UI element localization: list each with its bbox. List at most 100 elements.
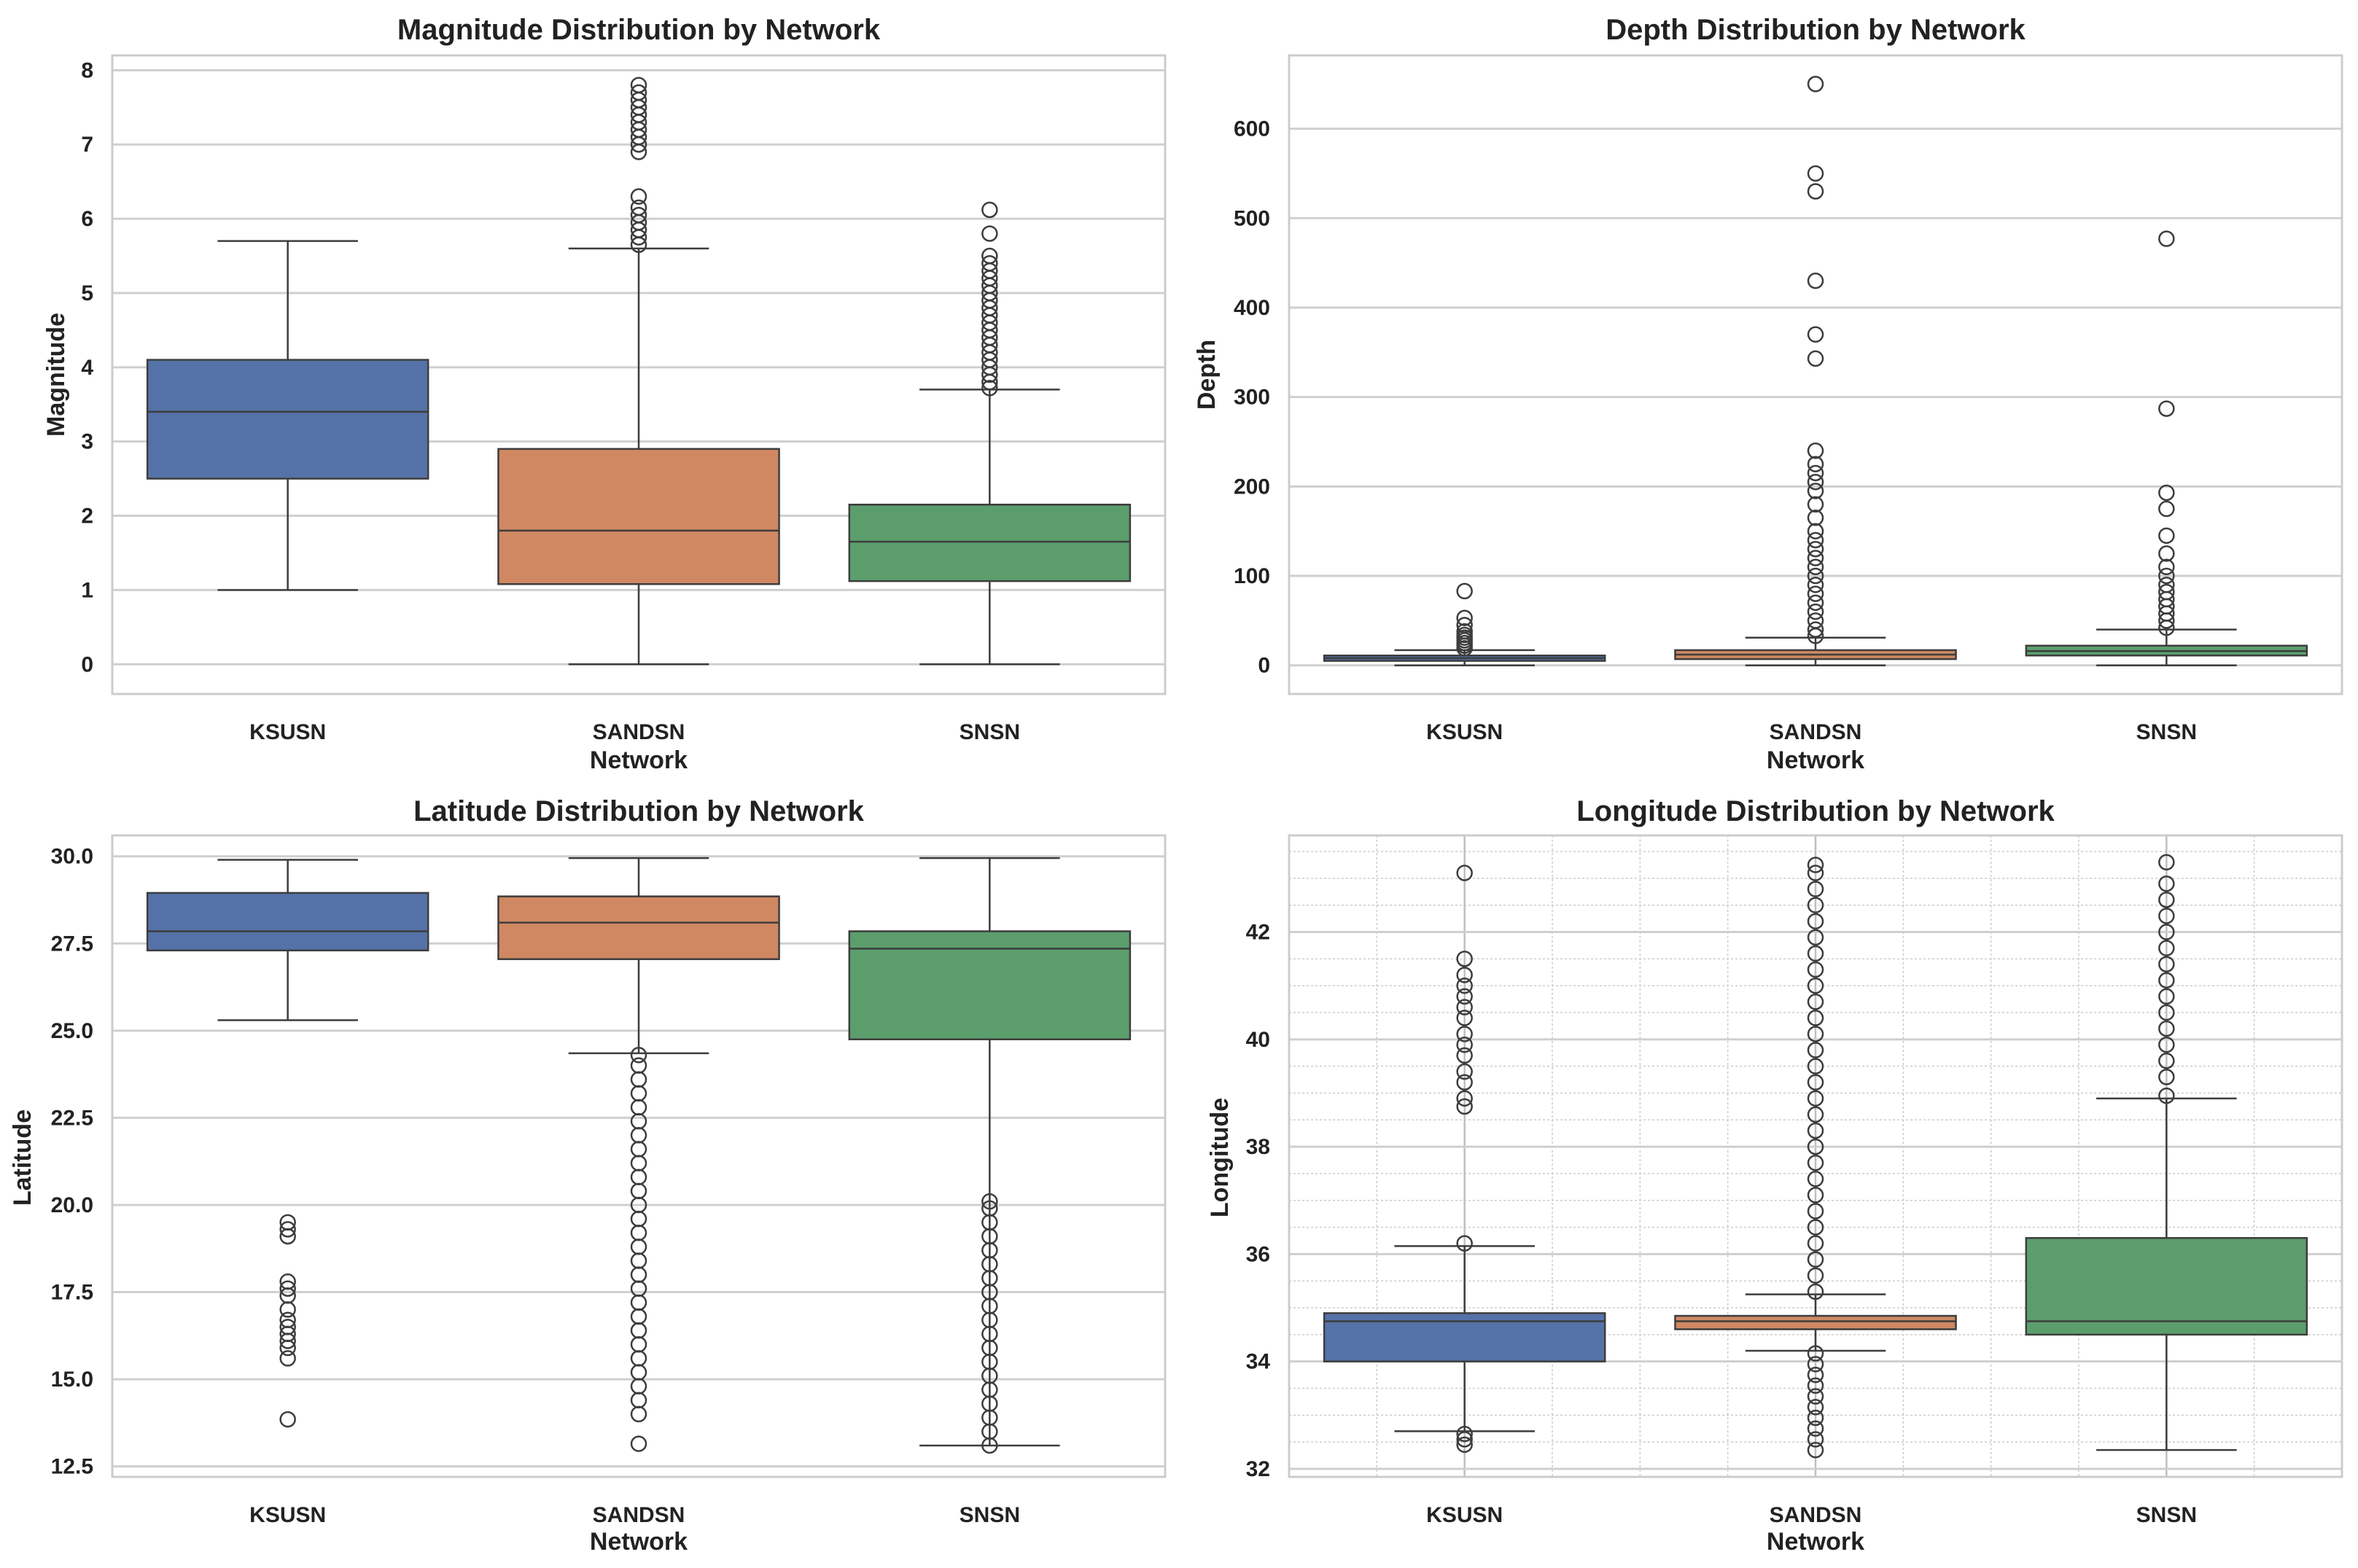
outlier-point — [1807, 977, 1824, 994]
outlier-point — [2158, 972, 2175, 989]
y-tick-label: 6 — [81, 207, 93, 231]
y-tick-label: 20.0 — [51, 1193, 93, 1217]
y-tick-label: 15.0 — [51, 1368, 93, 1392]
y-tick-label: 600 — [1234, 117, 1270, 141]
outlier-point — [1807, 1058, 1824, 1074]
depth-panel: 0 100 200 300 400 500 600 KSUSN SANDSN SNSN Depth… — [1193, 14, 2343, 774]
outlier-point — [1807, 897, 1824, 913]
outlier-point — [1807, 550, 1824, 566]
outlier-point — [630, 1435, 647, 1452]
outlier-point — [1807, 326, 1824, 343]
x-tick-label-ksusn: KSUSN — [1426, 1503, 1503, 1527]
outlier-point — [1456, 1074, 1473, 1091]
outlier-point — [630, 77, 647, 93]
outlier-point — [2158, 500, 2175, 518]
outlier-point — [1807, 464, 1824, 482]
iqr-box — [1674, 1314, 1957, 1330]
outlier-point — [1807, 1441, 1824, 1459]
outlier-point — [1456, 967, 1473, 983]
outlier-point — [1456, 623, 1473, 640]
outlier-point — [1456, 1425, 1473, 1443]
latitude-panel: 12.5 15.0 17.5 20.0 22.5 25.0 27.5 30.0 KSUSN SAN… — [9, 795, 1167, 1556]
outlier-point — [1807, 857, 1824, 873]
outlier-point — [1807, 1356, 1824, 1373]
outlier-point — [1807, 1106, 1824, 1123]
outlier-point — [1807, 523, 1824, 539]
y-tick-label: 3 — [81, 430, 93, 454]
y-tick-label: 400 — [1234, 296, 1270, 320]
outlier-point — [1807, 929, 1824, 946]
outlier-point — [1807, 1042, 1824, 1058]
outlier-point — [279, 1280, 296, 1297]
longitude-chart-title: Longitude Distribution by Network — [1576, 795, 2055, 827]
outlier-point — [1456, 1047, 1473, 1064]
outlier-point — [2158, 484, 2175, 502]
outlier-point — [1807, 621, 1824, 638]
outlier-point — [1456, 1436, 1473, 1454]
outlier-point — [2158, 875, 2175, 892]
outlier-point — [279, 1411, 296, 1428]
outlier-point — [1456, 865, 1473, 881]
outlier-point — [1807, 272, 1824, 289]
longitude-x-axis-label: Network — [1767, 1528, 1864, 1556]
x-tick-label-ksusn: KSUSN — [249, 720, 326, 744]
outlier-point — [1456, 1090, 1473, 1107]
x-tick-label-sandsn: SANDSN — [593, 720, 685, 744]
latitude-box-sandsn — [497, 857, 780, 1452]
y-tick-label: 12.5 — [51, 1455, 93, 1479]
outlier-point — [1807, 1409, 1824, 1427]
outlier-point — [981, 254, 998, 272]
iqr-box — [146, 892, 429, 952]
outlier-point — [1807, 496, 1824, 513]
outlier-point — [1807, 350, 1824, 367]
outlier-point — [1807, 483, 1824, 499]
outlier-point — [1807, 531, 1824, 549]
y-tick-label: 8 — [81, 58, 93, 82]
outlier-point — [1807, 945, 1824, 962]
outlier-point — [279, 1350, 296, 1367]
latitude-x-axis-label: Network — [590, 1528, 688, 1556]
y-tick-label: 5 — [81, 281, 93, 305]
outlier-point — [2158, 1053, 2175, 1069]
outlier-point — [2158, 1036, 2175, 1053]
outlier-point — [1807, 994, 1824, 1010]
y-tick-label: 40 — [1246, 1028, 1270, 1052]
outlier-point — [1807, 881, 1824, 897]
y-tick-label: 1 — [81, 578, 93, 602]
outlier-point — [1807, 1420, 1824, 1437]
magnitude-box-snsn — [848, 201, 1132, 666]
outlier-point — [1807, 183, 1824, 200]
outlier-point — [1807, 1235, 1824, 1252]
outlier-point — [2158, 956, 2175, 972]
outlier-point — [1456, 1235, 1473, 1252]
outlier-point — [2158, 583, 2175, 601]
longitude-box-snsn — [2025, 854, 2308, 1451]
outlier-point — [1807, 1388, 1824, 1405]
outlier-point — [1807, 76, 1824, 93]
outlier-point — [279, 1319, 296, 1335]
outlier-point — [1807, 1026, 1824, 1042]
outlier-point — [2158, 558, 2175, 576]
latitude-chart-title: Latitude Distribution by Network — [413, 795, 865, 827]
latitude-plot-frame — [111, 834, 1167, 1478]
depth-box-snsn — [2025, 230, 2308, 666]
outlier-point — [2158, 577, 2175, 593]
outlier-point — [2158, 230, 2175, 247]
outlier-point — [1456, 1026, 1473, 1042]
outlier-point — [1456, 1063, 1473, 1080]
x-tick-label-snsn: SNSN — [2136, 720, 2197, 744]
outlier-point — [279, 1214, 296, 1231]
outlier-point — [2158, 988, 2175, 1005]
longitude-box-ksusn — [1323, 865, 1606, 1454]
x-tick-label-snsn: SNSN — [960, 720, 1020, 744]
depth-y-axis-label: Depth — [1193, 340, 1221, 410]
iqr-box — [146, 359, 429, 480]
outlier-point — [981, 201, 998, 219]
outlier-point — [630, 1057, 647, 1074]
outlier-point — [2158, 924, 2175, 940]
outlier-point — [1807, 540, 1824, 558]
outlier-point — [1807, 913, 1824, 930]
y-tick-label: 22.5 — [51, 1106, 93, 1130]
y-tick-label: 7 — [81, 133, 93, 157]
magnitude-box-sandsn — [497, 77, 780, 666]
